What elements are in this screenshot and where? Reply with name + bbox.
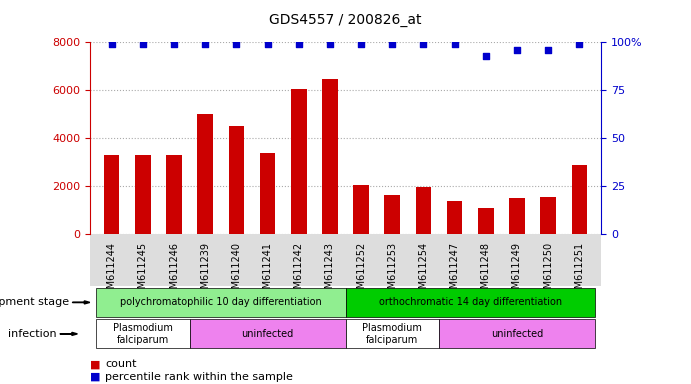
Bar	[353, 185, 369, 234]
Text: percentile rank within the sample: percentile rank within the sample	[105, 372, 293, 382]
Point	[480, 53, 491, 59]
Point	[231, 41, 242, 47]
Bar	[135, 155, 151, 234]
Bar	[447, 201, 462, 234]
Point	[324, 41, 335, 47]
Bar	[540, 197, 556, 234]
Bar	[167, 155, 182, 234]
Text: ■: ■	[90, 372, 100, 382]
Point	[511, 47, 522, 53]
Point	[200, 41, 211, 47]
Bar	[322, 79, 338, 234]
Point	[106, 41, 117, 47]
Text: Plasmodium
falciparum: Plasmodium falciparum	[113, 323, 173, 345]
Text: ■: ■	[90, 359, 100, 369]
Point	[138, 41, 149, 47]
Text: development stage: development stage	[0, 297, 69, 308]
Bar	[509, 198, 524, 234]
Bar	[229, 126, 244, 234]
Bar	[416, 187, 431, 234]
Point	[574, 41, 585, 47]
Text: orthochromatic 14 day differentiation: orthochromatic 14 day differentiation	[379, 297, 562, 308]
Bar	[260, 152, 275, 234]
Text: GDS4557 / 200826_at: GDS4557 / 200826_at	[269, 13, 422, 27]
Text: uninfected: uninfected	[491, 329, 543, 339]
Bar	[478, 208, 493, 234]
Point	[418, 41, 429, 47]
Point	[542, 47, 553, 53]
Text: count: count	[105, 359, 137, 369]
Point	[387, 41, 398, 47]
Bar	[571, 165, 587, 234]
Point	[293, 41, 304, 47]
Bar	[198, 114, 213, 234]
Bar	[104, 155, 120, 234]
Text: Plasmodium
falciparum: Plasmodium falciparum	[362, 323, 422, 345]
Bar	[291, 89, 307, 234]
Text: uninfected: uninfected	[241, 329, 294, 339]
Text: polychromatophilic 10 day differentiation: polychromatophilic 10 day differentiatio…	[120, 297, 321, 308]
Point	[449, 41, 460, 47]
Point	[169, 41, 180, 47]
Text: infection: infection	[8, 329, 57, 339]
Point	[262, 41, 273, 47]
Bar	[384, 195, 400, 234]
Point	[356, 41, 367, 47]
